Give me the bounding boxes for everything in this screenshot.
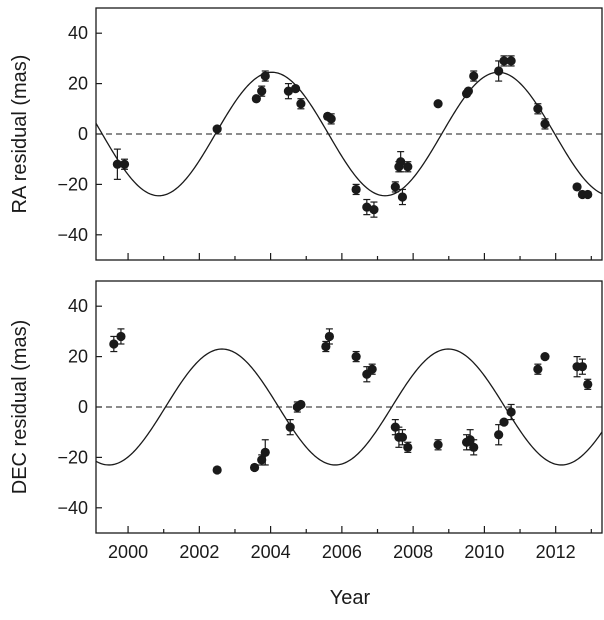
data-point (283, 86, 294, 96)
data-point (351, 184, 361, 195)
data-point (506, 407, 516, 417)
dec-residual-panel: −40 −20 0 20 40 2000 2002 2004 2006 2008 2010 2012 D… (9, 280, 603, 562)
data-point (572, 182, 582, 192)
y-tick-label: 0 (78, 397, 88, 417)
data-point (577, 362, 588, 372)
data-point (296, 99, 306, 109)
x-tick-label: 2004 (251, 542, 291, 562)
y-axis-label: DEC residual (mas) (9, 320, 31, 494)
data-point (285, 422, 295, 432)
data-point (533, 364, 543, 374)
data-point (583, 379, 593, 389)
data-point (499, 56, 509, 66)
data-point (116, 331, 126, 342)
data-point (390, 182, 400, 192)
data-point (540, 352, 550, 362)
data-point (506, 56, 516, 66)
ra-residual-panel: −40 −20 0 20 40 RA residual (mas) (9, 7, 603, 261)
data-point (351, 352, 361, 362)
x-tick-label: 2000 (108, 542, 148, 562)
data-point (324, 331, 335, 342)
x-tick-label: 2002 (179, 542, 219, 562)
data-point (403, 162, 413, 172)
x-tick-label: 2008 (393, 542, 433, 562)
data-point (469, 71, 479, 81)
data-point (369, 205, 379, 215)
data-point (290, 84, 301, 94)
y-tick-label: −40 (57, 225, 88, 245)
data-point (251, 94, 261, 104)
y-tick-label: −40 (57, 498, 88, 518)
x-tick-label: 2010 (464, 542, 504, 562)
x-tick-label: 2006 (322, 542, 362, 562)
data-point (494, 66, 504, 76)
y-tick-label: 40 (68, 296, 88, 316)
model-curve (96, 71, 602, 197)
data-point (257, 455, 267, 465)
y-tick-label: 20 (68, 74, 88, 94)
data-point (362, 202, 372, 212)
model-curve (96, 348, 602, 466)
data-point (494, 430, 504, 440)
data-point (499, 417, 509, 427)
data-point (397, 432, 408, 442)
data-point (109, 339, 119, 349)
data-point (212, 465, 222, 475)
y-tick-label: −20 (57, 447, 88, 467)
y-tick-label: 0 (78, 124, 88, 144)
data-point (249, 462, 260, 473)
data-point (212, 124, 222, 134)
data-point (397, 192, 408, 202)
data-point (403, 442, 413, 452)
x-axis-label: Year (330, 587, 371, 609)
data-point (533, 104, 543, 114)
data-point (469, 442, 479, 452)
data-point (367, 364, 377, 374)
data-point (119, 159, 130, 169)
data-point (257, 86, 267, 96)
y-tick-label: 20 (68, 347, 88, 367)
data-point (433, 440, 443, 450)
data-point (540, 119, 550, 129)
data-point (260, 447, 270, 457)
x-tick-label: 2012 (536, 542, 576, 562)
data-point (390, 422, 400, 432)
y-tick-label: −20 (57, 174, 88, 194)
data-point (583, 189, 593, 200)
y-axis-label: RA residual (mas) (9, 55, 31, 214)
data-point (433, 99, 443, 109)
data-point (260, 71, 270, 81)
data-point (112, 159, 122, 169)
data-point (394, 162, 404, 172)
data-point (296, 399, 306, 410)
data-point (465, 435, 475, 445)
y-tick-label: 40 (68, 23, 88, 43)
data-point (463, 86, 473, 96)
data-point (326, 114, 336, 124)
